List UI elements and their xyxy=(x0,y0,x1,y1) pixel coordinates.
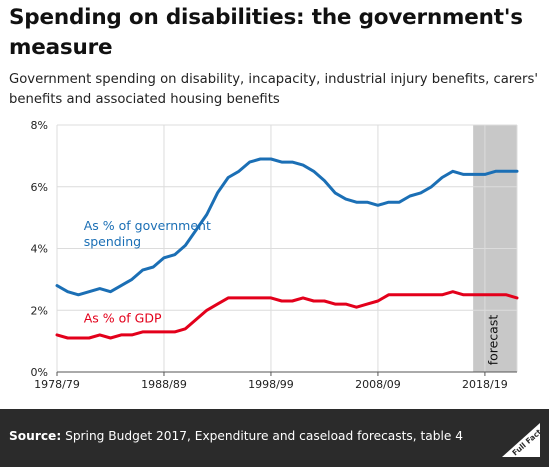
x-tick-label: 1998/99 xyxy=(248,378,294,391)
x-tick-label: 1978/79 xyxy=(34,378,80,391)
series-line-government-spending xyxy=(55,157,519,297)
source-label: Source: xyxy=(9,429,62,443)
y-tick-label: 6% xyxy=(31,181,48,194)
series-line-gdp xyxy=(55,290,519,340)
forecast-label: forecast xyxy=(485,315,500,366)
x-tick-label: 2008/09 xyxy=(355,378,401,391)
series-label-gdp: As % of GDP xyxy=(84,311,162,326)
chart-title: Spending on disabilities: the government… xyxy=(9,5,523,60)
series-label-government-spending-line2: spending xyxy=(84,234,141,249)
y-tick-label: 4% xyxy=(31,243,48,256)
y-tick-label: 8% xyxy=(31,119,48,132)
series-label-government-spending: As % of government xyxy=(84,218,211,233)
full-fact-logo-icon: Full Fact xyxy=(502,423,544,458)
y-tick-label: 2% xyxy=(31,304,48,317)
x-tick-label: 1988/89 xyxy=(141,378,187,391)
y-tick-label: 0% xyxy=(31,366,48,379)
footer-bar: Source: Spring Budget 2017, Expenditure … xyxy=(0,409,549,467)
chart-subtitle: Government spending on disability, incap… xyxy=(9,72,538,107)
x-tick-label: 2018/19 xyxy=(462,378,508,391)
source-text: Spring Budget 2017, Expenditure and case… xyxy=(65,429,463,443)
source-note: Source: Spring Budget 2017, Expenditure … xyxy=(9,429,463,443)
line-chart: 0% 2% 4% 6% 8% 1978/79 1988/89 1998/99 2008/09 20… xyxy=(31,119,519,391)
